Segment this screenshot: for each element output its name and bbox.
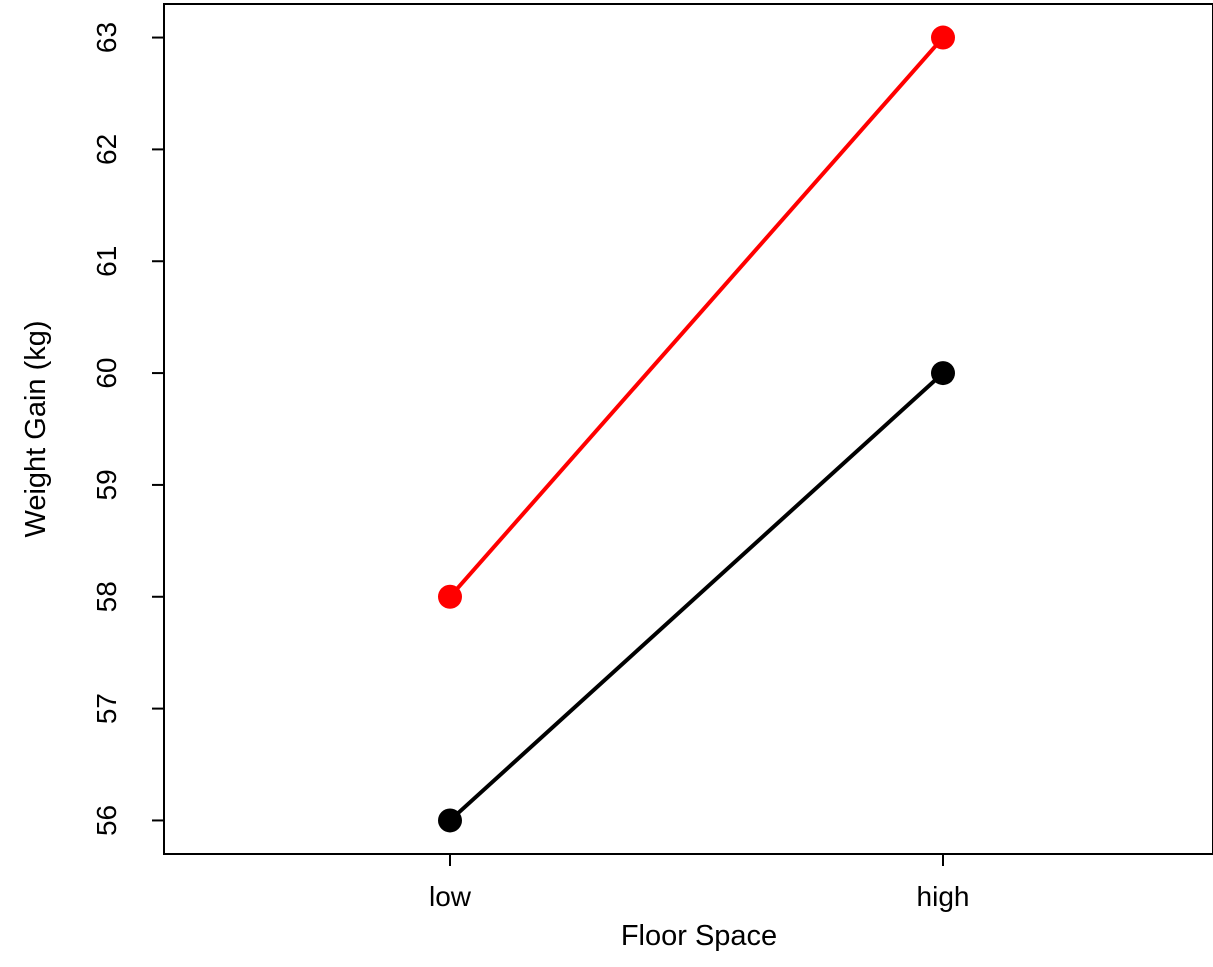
plot-frame: [163, 3, 1213, 855]
y-tick-label: 58: [91, 581, 122, 612]
y-axis: 56 57 58 59 60 61 62 63: [91, 22, 164, 836]
y-axis-title: Weight Gain (kg): [20, 320, 52, 537]
y-tick-label: 62: [91, 134, 122, 165]
x-tick-label: low: [429, 881, 472, 912]
x-tick-label: high: [917, 881, 970, 912]
data-point: [438, 584, 462, 609]
x-axis: low high: [429, 854, 969, 912]
series-line: [448, 36, 945, 599]
data-point: [931, 361, 955, 386]
data-point: [438, 808, 462, 833]
y-tick-label: 57: [91, 693, 122, 724]
y-tick-label: 63: [91, 22, 122, 53]
y-tick-label: 60: [91, 358, 122, 389]
series-layer: [438, 25, 955, 833]
y-tick-label: 59: [91, 469, 122, 500]
y-tick-label: 56: [91, 805, 122, 836]
data-point: [931, 25, 955, 50]
series-line: [448, 371, 945, 822]
x-axis-title: Floor Space: [621, 920, 777, 952]
y-tick-label: 61: [91, 246, 122, 277]
